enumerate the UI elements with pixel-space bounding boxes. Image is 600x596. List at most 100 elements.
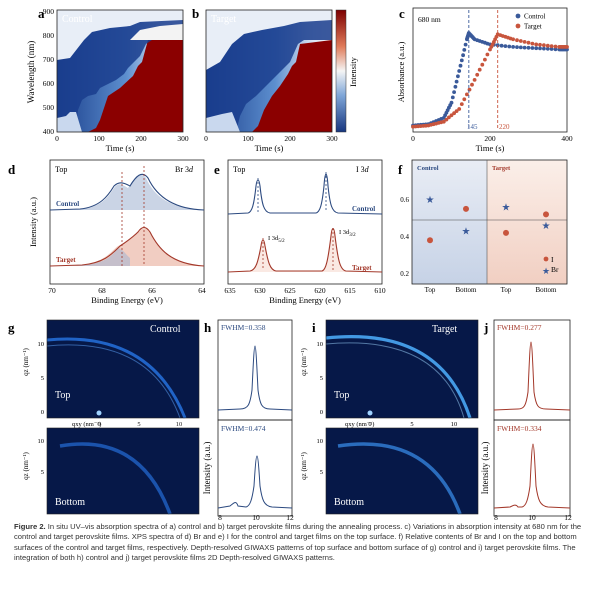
panel-d-element: Br 3d: [175, 165, 194, 174]
c-point-target: [477, 67, 482, 72]
ytick: 400: [43, 127, 55, 136]
xtick: 100: [93, 134, 105, 143]
c-point-control: [463, 42, 468, 47]
figure-canvas: a Control Wavelength (nm) 900 800 700 60…: [8, 6, 573, 520]
xtick: 300: [326, 134, 338, 143]
d-target-fit: [70, 228, 204, 266]
g-top-ring-inner: [46, 344, 181, 419]
xtick: 10: [176, 421, 183, 428]
xtick: Bottom: [535, 286, 557, 294]
panel-e: e Top I 3d Control Target I 3d5/2 I 3d3/…: [214, 159, 386, 305]
c-point-control: [526, 45, 531, 50]
panel-c-xlabel: Time (s): [476, 143, 505, 153]
c-point-target: [454, 109, 459, 113]
panel-i-ylabel-2: qz (nm⁻¹): [300, 451, 308, 479]
f-point-br: ★: [542, 221, 551, 232]
legend-dot-target: [515, 23, 521, 29]
e-control-curve: [227, 173, 383, 215]
panel-a-xlabel: Time (s): [106, 143, 135, 153]
ytick: 10: [317, 438, 324, 445]
j-bottom-frame: [493, 419, 571, 517]
c-point-control: [450, 95, 455, 100]
panel-a-yticks: 900 800 700 600 500 400: [43, 7, 55, 136]
panel-b-xticks: 0 100 200 300: [204, 134, 338, 143]
h-bottom-curve: [217, 455, 293, 509]
f-point-br: ★: [462, 227, 471, 238]
j-top-curve: [493, 341, 571, 411]
ytick: 800: [43, 31, 55, 40]
panel-f-yticks: 0.6 0.4 0.2: [400, 196, 409, 278]
panel-d: d Top Br 3d Control Target Intensity (a.…: [8, 159, 206, 305]
panel-a-ylabel: Wavelength (nm): [26, 41, 36, 104]
d-control-fit: [70, 174, 204, 210]
panel-c-ylabel: Absorbance (a.u.): [396, 42, 406, 103]
ytick: 0.4: [400, 233, 409, 241]
c-point-target: [518, 39, 523, 43]
c-point-target: [515, 38, 519, 43]
panel-g-yticks: 10 5 0 10 5: [38, 341, 45, 476]
e-peak2-label: I 3d3/2: [339, 229, 356, 238]
i-bottom-ring: [337, 442, 462, 515]
xtick: 200: [484, 134, 496, 143]
xtick: Bottom: [455, 286, 477, 294]
c-point-target: [449, 113, 454, 118]
h-fwhm-top: FWHM=0.358: [221, 323, 266, 332]
c-point-control: [457, 69, 462, 73]
panel-g-ylabel: qz (nm⁻¹): [22, 347, 30, 375]
ytick: 900: [43, 7, 55, 16]
ytick: 10: [38, 341, 45, 348]
j-xticks: 8 10 12: [494, 513, 572, 520]
g-bottom-ring: [59, 442, 172, 515]
h-fwhm-bottom: FWHM=0.474: [221, 424, 266, 433]
c-point-target: [447, 115, 451, 120]
c-point-target: [522, 40, 527, 44]
panel-letter-j: j: [483, 320, 488, 335]
panel-b: b Target 0 100 200 300 Time (s) Intensit…: [192, 6, 358, 153]
panel-d-ylabel: Intensity (a.u.): [28, 197, 38, 247]
c-point-control: [449, 100, 454, 105]
c-point-target: [538, 42, 542, 47]
ytick: 0: [41, 409, 44, 416]
c-point-control: [549, 47, 554, 51]
c-point-target: [542, 43, 546, 48]
xtick: 5: [410, 421, 413, 428]
xtick: 12: [286, 513, 294, 520]
c-point-target: [480, 62, 485, 67]
c-point-target: [457, 107, 462, 111]
ytick: 5: [320, 469, 323, 476]
marker-label-145: 145: [467, 123, 478, 131]
ytick: 5: [41, 469, 44, 476]
panel-f-xticks: Top Bottom Top Bottom: [425, 286, 557, 294]
g-top-ring: [46, 337, 187, 419]
c-point-control: [507, 44, 512, 49]
xtick: 100: [242, 134, 254, 143]
c-point-control: [458, 63, 463, 68]
panel-b-title: Target: [211, 14, 236, 25]
c-point-target: [472, 78, 477, 82]
ytick: 5: [320, 375, 323, 382]
panel-d-control-label: Control: [56, 200, 79, 208]
e-peak1-label: I 3d5/2: [268, 235, 285, 244]
panel-letter-f: f: [398, 162, 403, 177]
c-point-target: [444, 117, 449, 122]
legend-star-br: ★: [542, 266, 550, 276]
panel-f: f Control Target ★ ★ ★ ★ 0.6 0.4 0.2 Top Bo…: [398, 159, 568, 294]
heatmap-b: [206, 10, 332, 132]
c-point-control: [453, 84, 458, 89]
xtick: 8: [494, 513, 498, 520]
j-top-frame: [493, 319, 571, 421]
ytick: 500: [43, 103, 55, 112]
c-point-control: [462, 48, 467, 52]
xtick: 0: [55, 134, 59, 143]
panel-b-xlabel: Time (s): [255, 143, 284, 153]
caption-label: Figure 2.: [14, 522, 46, 531]
xtick: 12: [564, 513, 572, 520]
xtick: 300: [177, 134, 189, 143]
legend-i: I: [551, 255, 554, 264]
c-point-control: [553, 47, 558, 52]
xtick: 10: [252, 513, 260, 520]
i-top-ring: [325, 335, 472, 419]
xtick: 400: [561, 134, 573, 143]
f-point-br: ★: [426, 195, 435, 206]
c-point-control: [538, 46, 542, 51]
